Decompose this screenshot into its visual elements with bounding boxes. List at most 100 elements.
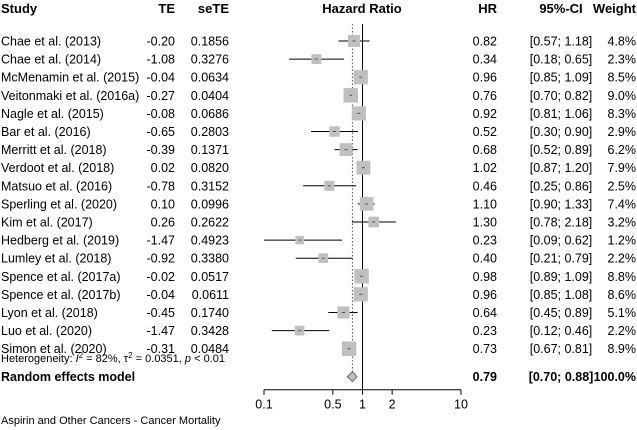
- study-hr: 0.64: [473, 306, 497, 320]
- study-weight: 1.2%: [608, 234, 637, 248]
- study-hr: 0.34: [473, 53, 497, 67]
- study-sete: 0.1740: [191, 306, 229, 320]
- study-hr: 0.52: [473, 125, 497, 139]
- study-hr: 0.40: [473, 252, 497, 266]
- study-name: Chae et al. (2014): [1, 53, 101, 67]
- study-sete: 0.2622: [191, 216, 229, 230]
- study-te: -1.47: [147, 234, 176, 248]
- study-te: -1.08: [147, 53, 176, 67]
- study-name: Verdoot et al. (2018): [1, 161, 114, 175]
- study-weight: 8.9%: [608, 342, 637, 356]
- study-name: Merritt et al. (2018): [1, 143, 107, 157]
- study-row: Matsuo et al. (2016) -0.78 0.3152 0.46 [0.25…: [1, 179, 636, 193]
- x-tick-label: 10: [454, 398, 468, 412]
- study-te: -0.04: [147, 71, 176, 85]
- study-te: -0.65: [147, 125, 176, 139]
- summary-row: Random effects model 0.79 [0.70; 0.88] 100.…: [1, 370, 636, 384]
- study-ci: [0.21; 0.79]: [530, 252, 593, 266]
- study-te: -1.47: [147, 324, 176, 338]
- heterogeneity-text: Heterogeneity: I2 = 82%, τ2 = 0.0351, p …: [1, 351, 225, 365]
- study-row: Kim et al. (2017) 0.26 0.2622 1.30 [0.78; 2.…: [1, 216, 636, 230]
- header-ci: 95%-CI: [539, 1, 582, 16]
- study-name: Lumley et al. (2018): [1, 252, 111, 266]
- study-ci: [0.70; 0.82]: [530, 89, 593, 103]
- study-sete: 0.0820: [191, 161, 229, 175]
- summary-hr: 0.79: [473, 370, 497, 384]
- study-ci: [0.67; 0.81]: [530, 342, 593, 356]
- study-row: Bar et al. (2016) -0.65 0.2803 0.52 [0.30; 0…: [1, 125, 636, 139]
- study-weight: 7.4%: [608, 197, 637, 211]
- study-row: Nagle et al. (2015) -0.08 0.0686 0.92 [0.81;…: [1, 106, 636, 121]
- summary-diamond: [346, 371, 358, 383]
- study-row: Chae et al. (2013) -0.20 0.1856 0.82 [0.57; …: [1, 35, 636, 49]
- study-hr: 0.98: [473, 270, 497, 284]
- study-row: Luo et al. (2020) -1.47 0.3428 0.23 [0.12; 0…: [1, 324, 636, 338]
- study-ci: [0.45; 0.89]: [530, 306, 593, 320]
- study-ci: [0.87; 1.20]: [530, 161, 593, 175]
- study-weight: 6.2%: [608, 143, 637, 157]
- x-tick-label: 2: [389, 398, 396, 412]
- summary-ci: [0.70; 0.88]: [529, 370, 594, 384]
- study-te: -0.04: [147, 288, 176, 302]
- study-weight: 5.1%: [608, 306, 637, 320]
- study-name: Veitonmaki et al. (2016a): [1, 89, 139, 103]
- study-sete: 0.3152: [191, 179, 229, 193]
- x-axis: 0.1 0.5 1 2 10: [255, 389, 468, 412]
- study-row: Spence et al. (2017a) -0.02 0.0517 0.98 [0.8…: [1, 269, 636, 284]
- study-hr: 0.23: [473, 234, 497, 248]
- study-name: Spence et al. (2017b): [1, 288, 121, 302]
- study-row: Chae et al. (2014) -1.08 0.3276 0.34 [0.18; …: [1, 53, 636, 67]
- header-sete: seTE: [198, 1, 229, 16]
- study-hr: 0.46: [473, 179, 497, 193]
- study-name: Simon et al. (2020): [1, 342, 107, 356]
- header-study: Study: [1, 1, 38, 16]
- study-weight: 2.9%: [608, 125, 637, 139]
- study-sete: 0.3428: [191, 324, 229, 338]
- study-weight: 8.8%: [608, 270, 637, 284]
- study-sete: 0.0996: [191, 197, 229, 211]
- study-name: Spence et al. (2017a): [1, 270, 121, 284]
- study-name: McMenamin et al. (2015): [1, 71, 139, 85]
- study-hr: 0.68: [473, 143, 497, 157]
- study-ci: [0.81; 1.06]: [530, 107, 593, 121]
- study-te: -0.27: [147, 89, 176, 103]
- study-ci: [0.52; 0.89]: [530, 143, 593, 157]
- study-ci: [0.12; 0.46]: [530, 324, 593, 338]
- study-name: Chae et al. (2013): [1, 35, 101, 49]
- study-sete: 0.0484: [191, 342, 229, 356]
- study-sete: 0.0517: [191, 270, 229, 284]
- x-tick-label: 0.5: [324, 398, 341, 412]
- study-name: Kim et al. (2017): [1, 216, 93, 230]
- study-hr: 1.30: [473, 216, 497, 230]
- study-sete: 0.3276: [191, 53, 229, 67]
- study-ci: [0.30; 0.90]: [530, 125, 593, 139]
- study-rows: Chae et al. (2013) -0.20 0.1856 0.82 [0.57; …: [1, 35, 636, 357]
- study-row: Lyon et al. (2018) -0.45 0.1740 0.64 [0.45; …: [1, 306, 636, 320]
- study-name: Nagle et al. (2015): [1, 107, 104, 121]
- study-name: Matsuo et al. (2016): [1, 179, 112, 193]
- study-row: Veitonmaki et al. (2016a) -0.27 0.0404 0.76…: [1, 88, 636, 103]
- study-sete: 0.4923: [191, 234, 229, 248]
- study-te: -0.20: [147, 35, 176, 49]
- study-weight: 9.0%: [608, 89, 637, 103]
- study-sete: 0.2803: [191, 125, 229, 139]
- study-te: -0.78: [147, 179, 176, 193]
- study-te: 0.02: [151, 161, 175, 175]
- header-hazard-ratio: Hazard Ratio: [322, 1, 402, 16]
- study-row: Sperling et al. (2020) 0.10 0.0996 1.10 [0.9…: [1, 197, 636, 211]
- header-hr: HR: [478, 1, 497, 16]
- study-sete: 0.0404: [191, 89, 229, 103]
- plot-caption: Aspirin and Other Cancers - Cancer Morta…: [1, 415, 221, 427]
- study-name: Lyon et al. (2018): [1, 306, 98, 320]
- study-te: 0.10: [151, 197, 175, 211]
- x-tick-label: 1: [359, 398, 366, 412]
- study-ci: [0.18; 0.65]: [530, 53, 593, 67]
- study-row: Spence et al. (2017b) -0.04 0.0611 0.96 [0.8…: [1, 287, 636, 302]
- study-te: -0.08: [147, 107, 176, 121]
- study-te: -0.92: [147, 252, 176, 266]
- study-hr: 0.73: [473, 342, 497, 356]
- study-weight: 8.3%: [608, 107, 637, 121]
- study-weight: 3.2%: [608, 216, 637, 230]
- study-weight: 2.3%: [608, 53, 637, 67]
